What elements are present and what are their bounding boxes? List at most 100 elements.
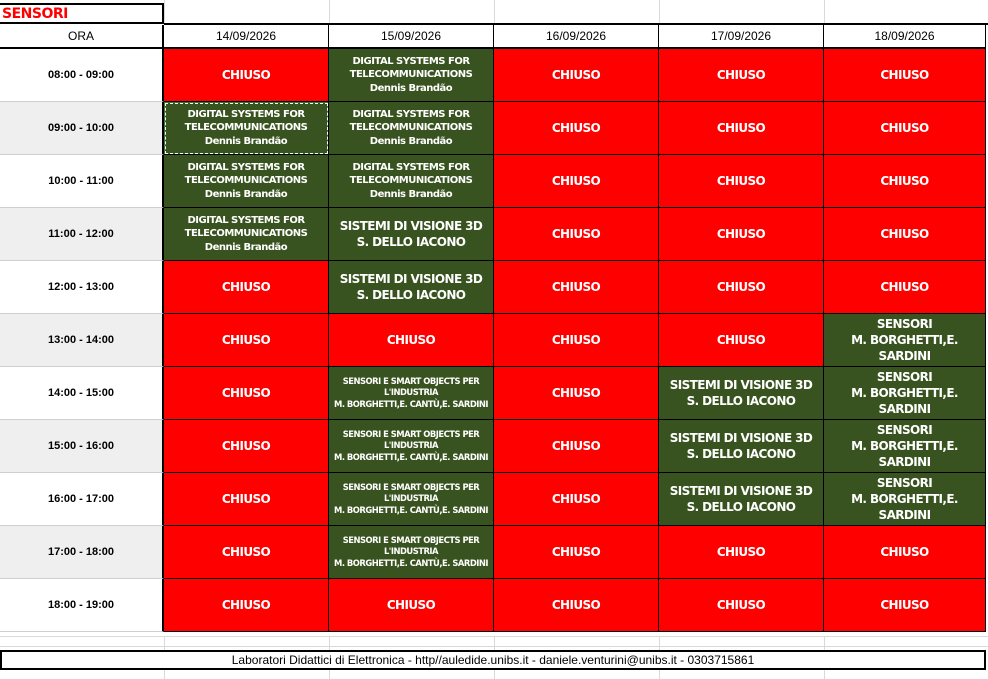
slot-booked[interactable]: SENSORI M. BORGHETTI,E. SARDINI: [824, 314, 986, 367]
time-slot-label[interactable]: 10:00 - 11:00: [0, 155, 164, 208]
slot-closed[interactable]: CHIUSO: [659, 49, 824, 102]
slot-closed[interactable]: CHIUSO: [164, 261, 329, 314]
time-slot-label[interactable]: 08:00 - 09:00: [0, 49, 164, 102]
closed-label: CHIUSO: [221, 598, 271, 612]
slot-closed[interactable]: CHIUSO: [329, 314, 494, 367]
course-title-line2: TELECOMMUNICATIONS: [184, 175, 308, 187]
course-title: DIGITAL SYSTEMS FOR: [187, 108, 305, 120]
slot-booked[interactable]: SISTEMI DI VISIONE 3D S. DELLO IACONO: [329, 261, 494, 314]
slot-booked[interactable]: SISTEMI DI VISIONE 3D S. DELLO IACONO: [659, 473, 824, 526]
course-title: SISTEMI DI VISIONE 3D: [669, 377, 813, 392]
slot-closed[interactable]: CHIUSO: [659, 261, 824, 314]
slot-closed[interactable]: CHIUSO: [494, 420, 659, 473]
time-slot-label[interactable]: 14:00 - 15:00: [0, 367, 164, 420]
column-header-date[interactable]: 14/09/2026: [164, 25, 329, 49]
slot-booked[interactable]: SENSORI M. BORGHETTI,E. SARDINI: [824, 420, 986, 473]
closed-label: CHIUSO: [221, 545, 271, 559]
teacher-name: M. BORGHETTI,E. CANTÙ,E. SARDINI: [333, 398, 489, 409]
slot-closed[interactable]: CHIUSO: [164, 579, 329, 632]
slot-closed[interactable]: CHIUSO: [824, 526, 986, 579]
time-slot-label[interactable]: 13:00 - 14:00: [0, 314, 164, 367]
slot-closed[interactable]: CHIUSO: [494, 579, 659, 632]
column-header-ora[interactable]: ORA: [0, 25, 164, 49]
gridline: [494, 636, 495, 650]
slot-booked[interactable]: SENSORI E SMART OBJECTS PER L'INDUSTRIA M…: [329, 367, 494, 420]
slot-closed[interactable]: CHIUSO: [494, 473, 659, 526]
slot-closed[interactable]: CHIUSO: [494, 49, 659, 102]
slot-closed[interactable]: CHIUSO: [329, 579, 494, 632]
column-header-date[interactable]: 15/09/2026: [329, 25, 494, 49]
slot-closed[interactable]: CHIUSO: [164, 314, 329, 367]
time-slot-label[interactable]: 12:00 - 13:00: [0, 261, 164, 314]
slot-booked[interactable]: DIGITAL SYSTEMS FOR TELECOMMUNICATIONS Den…: [164, 155, 329, 208]
column-header-date[interactable]: 16/09/2026: [494, 25, 659, 49]
slot-closed[interactable]: CHIUSO: [659, 579, 824, 632]
slot-booked[interactable]: SENSORI E SMART OBJECTS PER L'INDUSTRIA M…: [329, 420, 494, 473]
slot-booked[interactable]: SENSORI M. BORGHETTI,E. SARDINI: [824, 473, 986, 526]
course-title-line2: TELECOMMUNICATIONS: [349, 175, 473, 187]
slot-booked[interactable]: DIGITAL SYSTEMS FOR TELECOMMUNICATIONS Den…: [329, 49, 494, 102]
time-slot-label[interactable]: 16:00 - 17:00: [0, 473, 164, 526]
slot-booked[interactable]: DIGITAL SYSTEMS FOR TELECOMMUNICATIONS Den…: [164, 102, 329, 155]
time-slot-label[interactable]: 17:00 - 18:00: [0, 526, 164, 579]
slot-closed[interactable]: CHIUSO: [659, 208, 824, 261]
closed-label: CHIUSO: [386, 598, 436, 612]
column-header-date[interactable]: 17/09/2026: [659, 25, 824, 49]
slot-closed[interactable]: CHIUSO: [164, 420, 329, 473]
time-slot-label[interactable]: 18:00 - 19:00: [0, 579, 164, 632]
gridline: [329, 636, 330, 650]
time-slot-label[interactable]: 15:00 - 16:00: [0, 420, 164, 473]
course-title-line2: TELECOMMUNICATIONS: [349, 69, 473, 81]
closed-label: CHIUSO: [551, 545, 601, 559]
time-slot-label[interactable]: 11:00 - 12:00: [0, 208, 164, 261]
course-title-line2: TELECOMMUNICATIONS: [349, 122, 473, 134]
gridline: [659, 0, 660, 25]
teacher-name: Dennis Brandão: [369, 135, 453, 147]
closed-label: CHIUSO: [551, 68, 601, 82]
teacher-name: M. BORGHETTI,E. SARDINI: [851, 438, 958, 470]
slot-closed[interactable]: CHIUSO: [494, 314, 659, 367]
closed-label: CHIUSO: [880, 174, 929, 188]
slot-closed[interactable]: CHIUSO: [164, 367, 329, 420]
slot-closed[interactable]: CHIUSO: [824, 579, 986, 632]
slot-booked[interactable]: DIGITAL SYSTEMS FOR TELECOMMUNICATIONS Den…: [329, 102, 494, 155]
time-slot-label[interactable]: 09:00 - 10:00: [0, 102, 164, 155]
slot-booked[interactable]: SENSORI E SMART OBJECTS PER L'INDUSTRIA M…: [329, 473, 494, 526]
slot-closed[interactable]: CHIUSO: [659, 526, 824, 579]
header-top-rule: [164, 23, 988, 25]
slot-booked[interactable]: SISTEMI DI VISIONE 3D S. DELLO IACONO: [659, 420, 824, 473]
closed-label: CHIUSO: [221, 439, 271, 453]
gridline: [494, 0, 495, 25]
slot-closed[interactable]: CHIUSO: [824, 155, 986, 208]
slot-closed[interactable]: CHIUSO: [824, 102, 986, 155]
slot-booked[interactable]: DIGITAL SYSTEMS FOR TELECOMMUNICATIONS Den…: [329, 155, 494, 208]
sheet-title-cell[interactable]: SENSORI: [0, 3, 164, 24]
slot-closed[interactable]: CHIUSO: [824, 208, 986, 261]
slot-closed[interactable]: CHIUSO: [164, 473, 329, 526]
slot-booked[interactable]: DIGITAL SYSTEMS FOR TELECOMMUNICATIONS Den…: [164, 208, 329, 261]
slot-closed[interactable]: CHIUSO: [494, 367, 659, 420]
slot-closed[interactable]: CHIUSO: [164, 526, 329, 579]
slot-closed[interactable]: CHIUSO: [494, 261, 659, 314]
course-title: SENSORI E SMART OBJECTS PER L'INDUSTRIA: [342, 428, 480, 451]
course-title: SENSORI: [876, 475, 933, 490]
course-title: SISTEMI DI VISIONE 3D: [669, 483, 813, 498]
slot-closed[interactable]: CHIUSO: [494, 208, 659, 261]
slot-closed[interactable]: CHIUSO: [659, 155, 824, 208]
slot-closed[interactable]: CHIUSO: [164, 49, 329, 102]
slot-closed[interactable]: CHIUSO: [494, 155, 659, 208]
slot-closed[interactable]: CHIUSO: [494, 526, 659, 579]
slot-booked[interactable]: SISTEMI DI VISIONE 3D S. DELLO IACONO: [329, 208, 494, 261]
closed-label: CHIUSO: [551, 598, 601, 612]
slot-closed[interactable]: CHIUSO: [659, 314, 824, 367]
column-header-date[interactable]: 18/09/2026: [824, 25, 986, 49]
slot-closed[interactable]: CHIUSO: [494, 102, 659, 155]
slot-closed[interactable]: CHIUSO: [659, 102, 824, 155]
gridline: [824, 0, 825, 25]
slot-booked[interactable]: SISTEMI DI VISIONE 3D S. DELLO IACONO: [659, 367, 824, 420]
slot-booked[interactable]: SENSORI M. BORGHETTI,E. SARDINI: [824, 367, 986, 420]
slot-booked[interactable]: SENSORI E SMART OBJECTS PER L'INDUSTRIA M…: [329, 526, 494, 579]
slot-closed[interactable]: CHIUSO: [824, 261, 986, 314]
slot-closed[interactable]: CHIUSO: [824, 49, 986, 102]
gridline: [329, 0, 330, 25]
